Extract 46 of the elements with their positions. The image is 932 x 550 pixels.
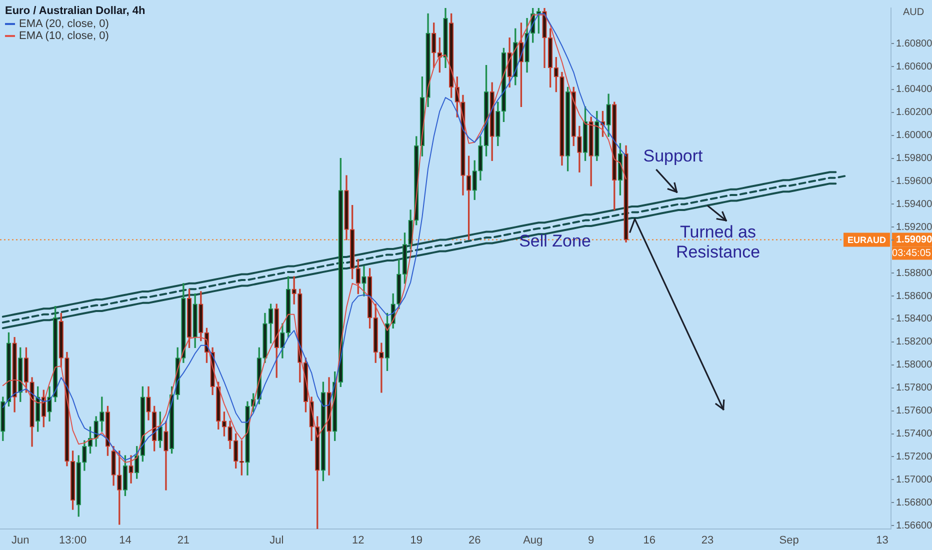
x-tick-label: 14: [119, 534, 132, 547]
annotation: Sell Zone: [519, 232, 591, 251]
y-tick-label: 1.59800: [896, 153, 932, 164]
annotation: Support: [643, 146, 704, 166]
y-tick-label: 1.57200: [896, 451, 932, 462]
x-tick-label: 13:00: [59, 534, 87, 547]
y-tick-label: 1.59600: [896, 176, 932, 188]
y-tick-label: 1.58000: [896, 360, 932, 371]
annotation: Turned as Resistance: [676, 222, 760, 262]
y-tick-label: 1.59090: [896, 234, 932, 246]
x-tick-label: Aug: [523, 534, 543, 547]
annotation: 03:45:05: [892, 248, 932, 260]
x-tick-label: 19: [410, 534, 423, 547]
y-tick-label: 1.58200: [896, 336, 932, 348]
y-tick-label: 1.60000: [896, 130, 932, 142]
chart-title: Euro / Australian Dollar, 4h: [5, 5, 146, 17]
x-tick-label: Jun: [12, 534, 30, 547]
x-tick-label: 23: [701, 534, 714, 547]
x-tick-label: Sep: [779, 534, 799, 547]
y-tick-label: 1.57600: [896, 406, 932, 417]
x-tick-label: 26: [468, 534, 481, 547]
y-tick-label: 1.59400: [896, 198, 932, 210]
y-tick-label: 1.60400: [896, 84, 932, 96]
y-tick-label: 1.58600: [896, 290, 932, 302]
legend-label: EMA (20, close, 0): [19, 18, 109, 30]
y-tick-label: 1.56800: [896, 497, 932, 508]
y-tick-label: 1.60600: [896, 61, 932, 72]
candlestick: [379, 342, 384, 393]
y-tick-label: 1.57800: [896, 382, 932, 394]
y-tick-label: 1.58800: [896, 268, 932, 279]
y-tick-label: 1.59200: [896, 222, 932, 233]
y-tick-label: 1.58400: [896, 314, 932, 325]
y-tick-label: 1.56600: [896, 520, 932, 532]
y-tick-label: 1.60800: [896, 38, 932, 50]
y-tick-label: 1.57400: [896, 428, 932, 440]
x-tick-label: 9: [588, 534, 594, 547]
x-tick-label: 13: [876, 534, 888, 547]
legend-label: EMA (10, close, 0): [19, 30, 109, 42]
y-tick-label: 1.60200: [896, 107, 932, 118]
ref-line-label: EURAUD: [847, 234, 886, 245]
y-axis-title: AUD: [902, 6, 924, 18]
x-tick-label: 21: [177, 534, 190, 547]
x-tick-label: 16: [643, 534, 656, 547]
x-tick-label: 12: [352, 534, 364, 547]
y-tick-label: 1.57000: [896, 474, 932, 486]
x-tick-label: Jul: [270, 534, 284, 547]
